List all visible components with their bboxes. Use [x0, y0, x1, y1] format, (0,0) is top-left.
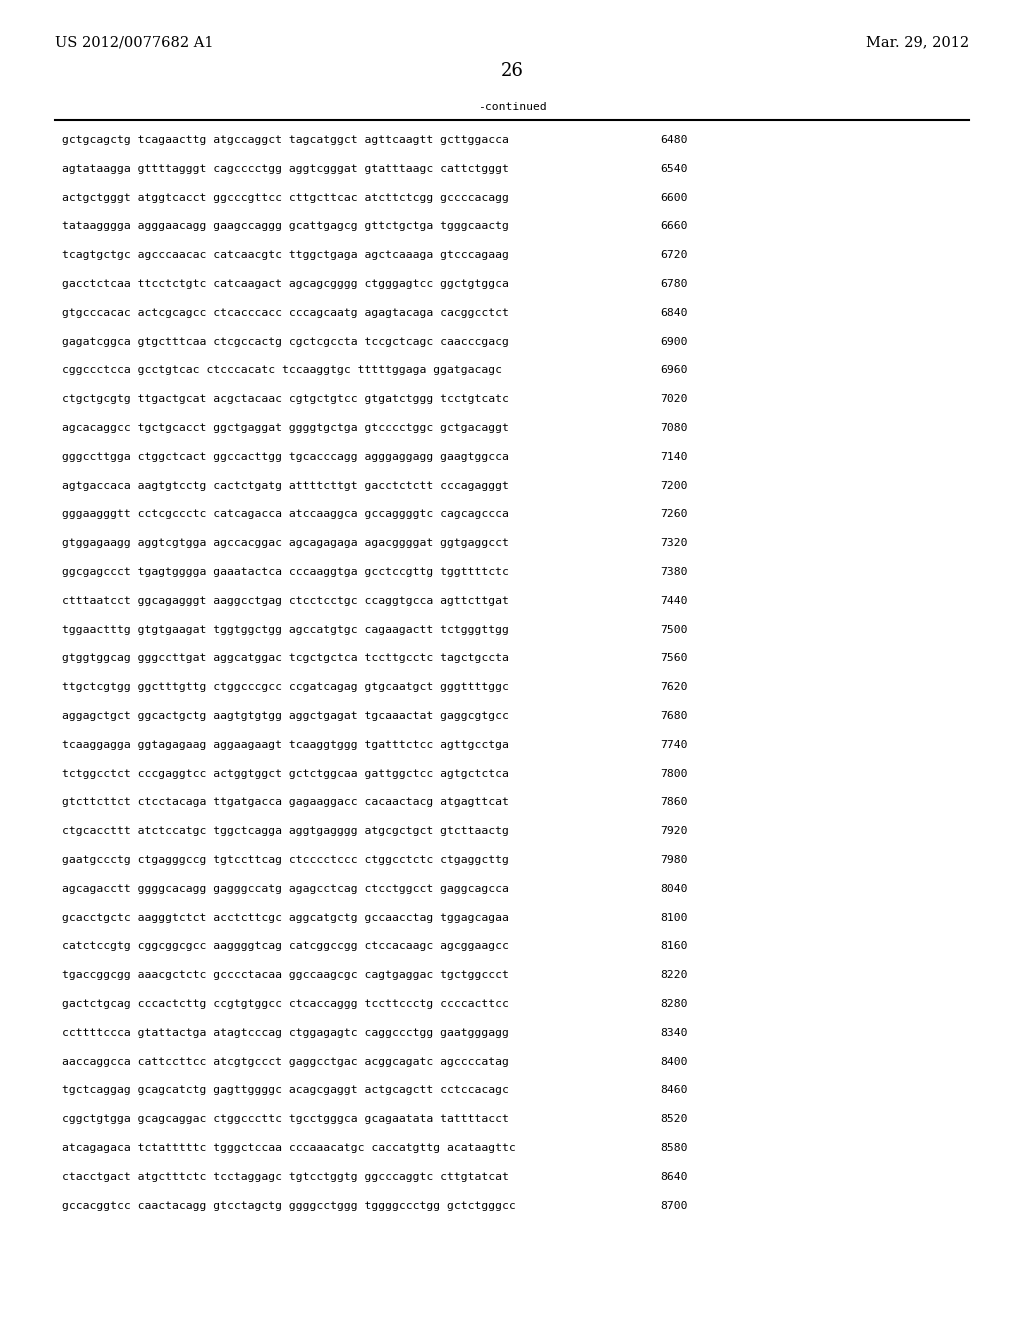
Text: atcagagaca tctatttttc tgggctccaa cccaaacatgc caccatgttg acataagttc: atcagagaca tctatttttc tgggctccaa cccaaac…	[62, 1143, 516, 1152]
Text: ggcgagccct tgagtgggga gaaatactca cccaaggtga gcctccgttg tggttttctc: ggcgagccct tgagtgggga gaaatactca cccaagg…	[62, 568, 509, 577]
Text: 7740: 7740	[660, 739, 687, 750]
Text: ccttttccca gtattactga atagtcccag ctggagagtc caggccctgg gaatgggagg: ccttttccca gtattactga atagtcccag ctggaga…	[62, 1028, 509, 1038]
Text: agtataagga gttttagggt cagcccctgg aggtcgggat gtatttaagc cattctgggt: agtataagga gttttagggt cagcccctgg aggtcgg…	[62, 164, 509, 174]
Text: 7920: 7920	[660, 826, 687, 836]
Text: Mar. 29, 2012: Mar. 29, 2012	[866, 36, 969, 49]
Text: 7320: 7320	[660, 539, 687, 548]
Text: actgctgggt atggtcacct ggcccgttcc cttgcttcac atcttctcgg gccccacagg: actgctgggt atggtcacct ggcccgttcc cttgctt…	[62, 193, 509, 202]
Text: 6780: 6780	[660, 279, 687, 289]
Text: 8580: 8580	[660, 1143, 687, 1152]
Text: 8400: 8400	[660, 1056, 687, 1067]
Text: gactctgcag cccactcttg ccgtgtggcc ctcaccaggg tccttccctg ccccacttcc: gactctgcag cccactcttg ccgtgtggcc ctcacca…	[62, 999, 509, 1008]
Text: 8520: 8520	[660, 1114, 687, 1125]
Text: 8700: 8700	[660, 1201, 687, 1210]
Text: 7440: 7440	[660, 595, 687, 606]
Text: gtcttcttct ctcctacaga ttgatgacca gagaaggacc cacaactacg atgagttcat: gtcttcttct ctcctacaga ttgatgacca gagaagg…	[62, 797, 509, 808]
Text: 6960: 6960	[660, 366, 687, 375]
Text: 6900: 6900	[660, 337, 687, 347]
Text: aaccaggcca cattccttcc atcgtgccct gaggcctgac acggcagatc agccccatag: aaccaggcca cattccttcc atcgtgccct gaggcct…	[62, 1056, 509, 1067]
Text: 6480: 6480	[660, 135, 687, 145]
Text: 8640: 8640	[660, 1172, 687, 1181]
Text: 7980: 7980	[660, 855, 687, 865]
Text: 7020: 7020	[660, 395, 687, 404]
Text: 6600: 6600	[660, 193, 687, 202]
Text: 7860: 7860	[660, 797, 687, 808]
Text: catctccgtg cggcggcgcc aaggggtcag catcggccgg ctccacaagc agcggaagcc: catctccgtg cggcggcgcc aaggggtcag catcggc…	[62, 941, 509, 952]
Text: agtgaccaca aagtgtcctg cactctgatg attttcttgt gacctctctt cccagagggt: agtgaccaca aagtgtcctg cactctgatg attttct…	[62, 480, 509, 491]
Text: 8340: 8340	[660, 1028, 687, 1038]
Text: 7680: 7680	[660, 711, 687, 721]
Text: 7380: 7380	[660, 568, 687, 577]
Text: ctttaatcct ggcagagggt aaggcctgag ctcctcctgc ccaggtgcca agttcttgat: ctttaatcct ggcagagggt aaggcctgag ctcctcc…	[62, 595, 509, 606]
Text: tctggcctct cccgaggtcc actggtggct gctctggcaa gattggctcc agtgctctca: tctggcctct cccgaggtcc actggtggct gctctgg…	[62, 768, 509, 779]
Text: 6840: 6840	[660, 308, 687, 318]
Text: tgaccggcgg aaacgctctc gcccctacaa ggccaagcgc cagtgaggac tgctggccct: tgaccggcgg aaacgctctc gcccctacaa ggccaag…	[62, 970, 509, 981]
Text: cggccctcca gcctgtcac ctcccacatc tccaaggtgc tttttggaga ggatgacagc: cggccctcca gcctgtcac ctcccacatc tccaaggt…	[62, 366, 502, 375]
Text: 7620: 7620	[660, 682, 687, 692]
Text: gccacggtcc caactacagg gtcctagctg ggggcctggg tggggccctgg gctctgggcc: gccacggtcc caactacagg gtcctagctg ggggcct…	[62, 1201, 516, 1210]
Text: ctacctgact atgctttctc tcctaggagc tgtcctggtg ggcccaggtc cttgtatcat: ctacctgact atgctttctc tcctaggagc tgtcctg…	[62, 1172, 509, 1181]
Text: 7500: 7500	[660, 624, 687, 635]
Text: 7140: 7140	[660, 451, 687, 462]
Text: gggccttgga ctggctcact ggccacttgg tgcacccagg agggaggagg gaagtggcca: gggccttgga ctggctcact ggccacttgg tgcaccc…	[62, 451, 509, 462]
Text: aggagctgct ggcactgctg aagtgtgtgg aggctgagat tgcaaactat gaggcgtgcc: aggagctgct ggcactgctg aagtgtgtgg aggctga…	[62, 711, 509, 721]
Text: gtggagaagg aggtcgtgga agccacggac agcagagaga agacggggat ggtgaggcct: gtggagaagg aggtcgtgga agccacggac agcagag…	[62, 539, 509, 548]
Text: cggctgtgga gcagcaggac ctggcccttc tgcctgggca gcagaatata tattttacct: cggctgtgga gcagcaggac ctggcccttc tgcctgg…	[62, 1114, 509, 1125]
Text: US 2012/0077682 A1: US 2012/0077682 A1	[55, 36, 213, 49]
Text: 8160: 8160	[660, 941, 687, 952]
Text: 7560: 7560	[660, 653, 687, 664]
Text: 8280: 8280	[660, 999, 687, 1008]
Text: 6660: 6660	[660, 222, 687, 231]
Text: ctgctgcgtg ttgactgcat acgctacaac cgtgctgtcc gtgatctggg tcctgtcatc: ctgctgcgtg ttgactgcat acgctacaac cgtgctg…	[62, 395, 509, 404]
Text: ctgcaccttt atctccatgc tggctcagga aggtgagggg atgcgctgct gtcttaactg: ctgcaccttt atctccatgc tggctcagga aggtgag…	[62, 826, 509, 836]
Text: ttgctcgtgg ggctttgttg ctggcccgcc ccgatcagag gtgcaatgct gggttttggc: ttgctcgtgg ggctttgttg ctggcccgcc ccgatca…	[62, 682, 509, 692]
Text: 7260: 7260	[660, 510, 687, 519]
Text: gtggtggcag gggccttgat aggcatggac tcgctgctca tccttgcctc tagctgccta: gtggtggcag gggccttgat aggcatggac tcgctgc…	[62, 653, 509, 664]
Text: 7200: 7200	[660, 480, 687, 491]
Text: agcacaggcc tgctgcacct ggctgaggat ggggtgctga gtcccctggc gctgacaggt: agcacaggcc tgctgcacct ggctgaggat ggggtgc…	[62, 422, 509, 433]
Text: 6540: 6540	[660, 164, 687, 174]
Text: tggaactttg gtgtgaagat tggtggctgg agccatgtgc cagaagactt tctgggttgg: tggaactttg gtgtgaagat tggtggctgg agccatg…	[62, 624, 509, 635]
Text: -continued: -continued	[477, 102, 547, 112]
Text: gacctctcaa ttcctctgtc catcaagact agcagcgggg ctgggagtcc ggctgtggca: gacctctcaa ttcctctgtc catcaagact agcagcg…	[62, 279, 509, 289]
Text: tcagtgctgc agcccaacac catcaacgtc ttggctgaga agctcaaaga gtcccagaag: tcagtgctgc agcccaacac catcaacgtc ttggctg…	[62, 251, 509, 260]
Text: tcaaggagga ggtagagaag aggaagaagt tcaaggtggg tgatttctcc agttgcctga: tcaaggagga ggtagagaag aggaagaagt tcaaggt…	[62, 739, 509, 750]
Text: 8100: 8100	[660, 912, 687, 923]
Text: gggaagggtt cctcgccctc catcagacca atccaaggca gccaggggtc cagcagccca: gggaagggtt cctcgccctc catcagacca atccaag…	[62, 510, 509, 519]
Text: tgctcaggag gcagcatctg gagttggggc acagcgaggt actgcagctt cctccacagc: tgctcaggag gcagcatctg gagttggggc acagcga…	[62, 1085, 509, 1096]
Text: 7800: 7800	[660, 768, 687, 779]
Text: 8220: 8220	[660, 970, 687, 981]
Text: agcagacctt ggggcacagg gagggccatg agagcctcag ctcctggcct gaggcagcca: agcagacctt ggggcacagg gagggccatg agagcct…	[62, 884, 509, 894]
Text: gagatcggca gtgctttcaa ctcgccactg cgctcgccta tccgctcagc caacccgacg: gagatcggca gtgctttcaa ctcgccactg cgctcgc…	[62, 337, 509, 347]
Text: gcacctgctc aagggtctct acctcttcgc aggcatgctg gccaacctag tggagcagaa: gcacctgctc aagggtctct acctcttcgc aggcatg…	[62, 912, 509, 923]
Text: 7080: 7080	[660, 422, 687, 433]
Text: 6720: 6720	[660, 251, 687, 260]
Text: tataagggga agggaacagg gaagccaggg gcattgagcg gttctgctga tgggcaactg: tataagggga agggaacagg gaagccaggg gcattga…	[62, 222, 509, 231]
Text: 26: 26	[501, 62, 523, 81]
Text: gtgcccacac actcgcagcc ctcacccacc cccagcaatg agagtacaga cacggcctct: gtgcccacac actcgcagcc ctcacccacc cccagca…	[62, 308, 509, 318]
Text: 8040: 8040	[660, 884, 687, 894]
Text: gctgcagctg tcagaacttg atgccaggct tagcatggct agttcaagtt gcttggacca: gctgcagctg tcagaacttg atgccaggct tagcatg…	[62, 135, 509, 145]
Text: gaatgccctg ctgagggccg tgtccttcag ctcccctccc ctggcctctc ctgaggcttg: gaatgccctg ctgagggccg tgtccttcag ctcccct…	[62, 855, 509, 865]
Text: 8460: 8460	[660, 1085, 687, 1096]
